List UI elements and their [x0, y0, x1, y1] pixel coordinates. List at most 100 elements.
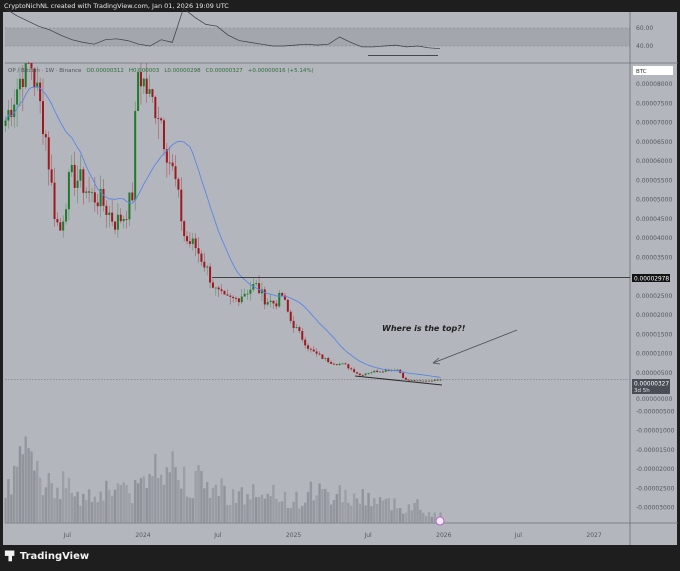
time-tick-label: Jul — [63, 532, 72, 539]
price-tick-label: 0.00007500 — [636, 100, 672, 107]
annotation-text[interactable]: Where is the top?! — [382, 324, 466, 333]
candle-body — [416, 380, 419, 382]
candle-body — [165, 149, 168, 163]
candle-body — [160, 118, 163, 121]
volume-bar — [341, 502, 344, 523]
volume-bar — [105, 480, 108, 523]
rsi-tick-label: 40.00 — [636, 43, 653, 50]
price-tick-label: 0.00000500 — [636, 370, 672, 377]
candle-body — [315, 351, 318, 354]
candle-body — [347, 364, 350, 369]
candle-body — [139, 72, 142, 87]
volume-bar — [148, 474, 151, 523]
annotation-arrow[interactable] — [432, 329, 518, 364]
volume-bar — [260, 494, 264, 523]
volume-bar — [396, 508, 399, 523]
candle-body — [200, 253, 203, 262]
candle-body — [275, 303, 278, 307]
candle-body — [283, 295, 286, 300]
volume-bar — [335, 494, 339, 523]
candle-body — [142, 78, 145, 87]
candle-body — [298, 327, 301, 331]
volume-bar — [246, 494, 249, 523]
volume-bar — [61, 471, 65, 523]
candle-body — [355, 372, 358, 374]
volume-bar — [30, 451, 33, 523]
volume-bar — [154, 453, 157, 523]
candle-body — [206, 266, 209, 268]
volume-bar — [162, 484, 166, 523]
candle-body — [214, 287, 217, 289]
event-marker-icon[interactable] — [435, 516, 445, 526]
candle-body — [183, 221, 186, 237]
time-tick-label: Jul — [514, 532, 523, 539]
candle-body — [76, 180, 79, 188]
volume-bar — [280, 501, 284, 523]
price-tick-label: 0.00006500 — [636, 139, 672, 146]
volume-bar — [301, 505, 304, 523]
candle-body — [430, 380, 433, 382]
price-tick-label: -0.00000500 — [636, 408, 675, 415]
candle-body — [379, 371, 382, 373]
volume-bar — [159, 474, 163, 523]
candle-body — [240, 296, 243, 303]
volume-bar — [200, 471, 203, 523]
volume-bar — [298, 508, 301, 523]
candle-body — [65, 209, 68, 222]
candle-body — [301, 330, 304, 340]
volume-bar — [70, 492, 74, 523]
candle-body — [209, 266, 212, 283]
candle-body — [148, 89, 151, 94]
candle-body — [111, 212, 114, 222]
candle-body — [203, 261, 206, 268]
volume-bar — [151, 476, 154, 523]
candle-body — [96, 202, 99, 207]
candle-body — [324, 357, 327, 359]
price-tick-label: -0.00002000 — [636, 466, 675, 473]
candle-body — [174, 166, 177, 180]
currency-badge[interactable] — [633, 66, 673, 75]
volume-bar — [321, 489, 324, 523]
support-trendline[interactable] — [354, 375, 443, 386]
price-tick-label: -0.00001500 — [636, 447, 675, 454]
tradingview-logo[interactable]: ▜▘ TradingView — [5, 551, 89, 562]
price-tick-label: -0.00003000 — [636, 505, 675, 512]
volume-bar — [375, 504, 379, 523]
candle-body — [404, 377, 407, 380]
volume-bar — [430, 516, 434, 523]
volume-bar — [194, 471, 197, 523]
time-tick-label: 2024 — [135, 532, 150, 539]
moving-average-line — [5, 86, 441, 378]
candle-body — [396, 369, 399, 371]
candle-body — [36, 82, 39, 87]
candle-body — [367, 373, 370, 374]
candle-body — [108, 212, 111, 215]
candle-body — [134, 110, 137, 201]
candle-body — [263, 289, 266, 305]
candle-body — [419, 380, 422, 382]
candle-body — [59, 222, 62, 231]
legend-change: +0.00000016 (+5.14%) — [248, 68, 314, 74]
candle-body — [286, 299, 289, 312]
volume-bar — [142, 476, 146, 523]
volume-bar — [355, 498, 359, 523]
volume-bar — [108, 490, 111, 523]
volume-bar — [378, 497, 382, 523]
candle-body — [180, 189, 183, 222]
candle-body — [39, 82, 42, 102]
chart-frame[interactable] — [3, 12, 677, 545]
candle-body — [304, 339, 307, 346]
candle-body — [50, 169, 53, 183]
candle-body — [33, 68, 36, 87]
candle-body — [188, 241, 191, 244]
credit-line: CryptoNichNL created with TradingView.co… — [4, 2, 229, 10]
volume-bar — [237, 491, 241, 523]
arrow-head-icon — [432, 357, 441, 365]
candle-body — [338, 363, 341, 365]
bar-countdown: 3d 5h — [634, 388, 650, 394]
volume-bar — [266, 493, 269, 523]
legend-symbol[interactable]: OP / Bitcoin · 1W · Binance — [8, 68, 82, 74]
volume-bar — [422, 512, 425, 523]
price-tick-label: 0.00002500 — [636, 293, 672, 300]
